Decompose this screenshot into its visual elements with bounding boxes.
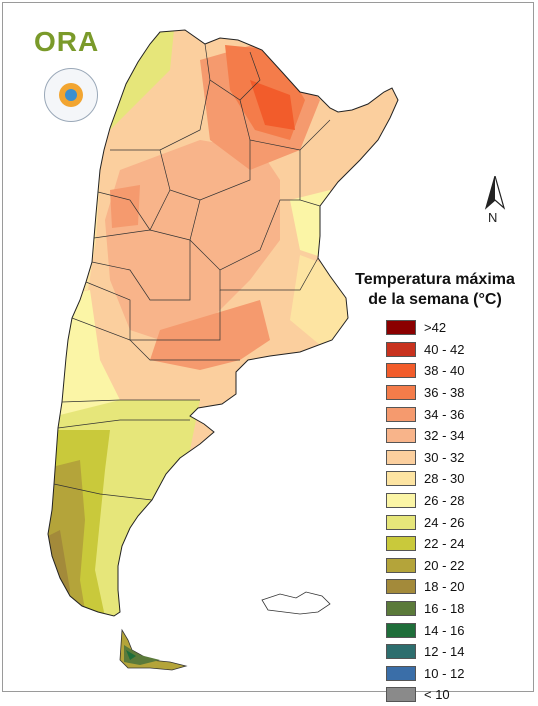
- legend-item: 38 - 40: [386, 360, 464, 382]
- legend-swatch: [386, 471, 416, 487]
- legend-swatch: [386, 493, 416, 509]
- legend-label: 32 - 34: [424, 428, 465, 444]
- legend-label: 38 - 40: [424, 363, 465, 379]
- legend-label: 40 - 42: [424, 341, 465, 357]
- legend-item: 16 - 18: [386, 598, 464, 620]
- legend-swatch: [386, 601, 416, 617]
- legend-item: >42: [386, 317, 464, 339]
- legend-items: >42 40 - 42 38 - 40 36 - 38 34 - 36 32 - 34 30…: [386, 317, 464, 706]
- legend-item: 14 - 16: [386, 619, 464, 641]
- legend-item: 28 - 30: [386, 468, 464, 490]
- legend: Temperatura máxima de la semana (°C) >42…: [345, 270, 525, 703]
- legend-swatch: [386, 557, 416, 573]
- legend-label: >42: [424, 320, 447, 336]
- legend-label: 34 - 36: [424, 406, 465, 422]
- legend-label: 28 - 30: [424, 471, 465, 487]
- map-frame: [2, 2, 534, 692]
- legend-item: < 10: [386, 684, 464, 706]
- legend-item: 20 - 22: [386, 555, 464, 577]
- legend-label: 10 - 12: [424, 665, 465, 681]
- legend-swatch: [386, 385, 416, 401]
- legend-item: 30 - 32: [386, 447, 464, 469]
- legend-label: 22 - 24: [424, 536, 465, 552]
- legend-swatch: [386, 622, 416, 638]
- legend-label: 36 - 38: [424, 385, 465, 401]
- ora-logo: ORA: [34, 26, 100, 57]
- legend-swatch: [386, 363, 416, 379]
- legend-item: 34 - 36: [386, 403, 464, 425]
- legend-item: 40 - 42: [386, 339, 464, 361]
- legend-title: Temperatura máxima de la semana (°C): [355, 271, 515, 308]
- legend-swatch: [386, 579, 416, 595]
- legend-swatch: [386, 428, 416, 444]
- legend-swatch: [386, 514, 416, 530]
- legend-swatch: [386, 449, 416, 465]
- legend-item: 10 - 12: [386, 663, 464, 685]
- legend-item: 24 - 26: [386, 511, 464, 533]
- legend-label: 18 - 20: [424, 579, 465, 595]
- legend-item: 26 - 28: [386, 490, 464, 512]
- legend-swatch: [386, 665, 416, 681]
- legend-label: 12 - 14: [424, 644, 465, 660]
- legend-label: 14 - 16: [424, 622, 465, 638]
- legend-swatch: [386, 341, 416, 357]
- legend-item: 18 - 20: [386, 576, 464, 598]
- legend-swatch: [386, 687, 416, 703]
- legend-item: 12 - 14: [386, 641, 464, 663]
- legend-item: 36 - 38: [386, 382, 464, 404]
- legend-label: 30 - 32: [424, 449, 465, 465]
- legend-swatch: [386, 406, 416, 422]
- north-arrow-icon: [484, 173, 506, 210]
- legend-item: 32 - 34: [386, 425, 464, 447]
- north-arrow: N: [484, 173, 506, 226]
- legend-swatch: [386, 536, 416, 552]
- legend-label: 24 - 26: [424, 514, 465, 530]
- legend-swatch: [386, 320, 416, 336]
- legend-item: 22 - 24: [386, 533, 464, 555]
- legend-label: 16 - 18: [424, 601, 465, 617]
- legend-label: 26 - 28: [424, 493, 465, 509]
- legend-label: < 10: [424, 687, 450, 703]
- north-label: N: [488, 210, 498, 225]
- legend-swatch: [386, 644, 416, 660]
- smn-seal-icon: [44, 68, 98, 122]
- legend-label: 20 - 22: [424, 557, 465, 573]
